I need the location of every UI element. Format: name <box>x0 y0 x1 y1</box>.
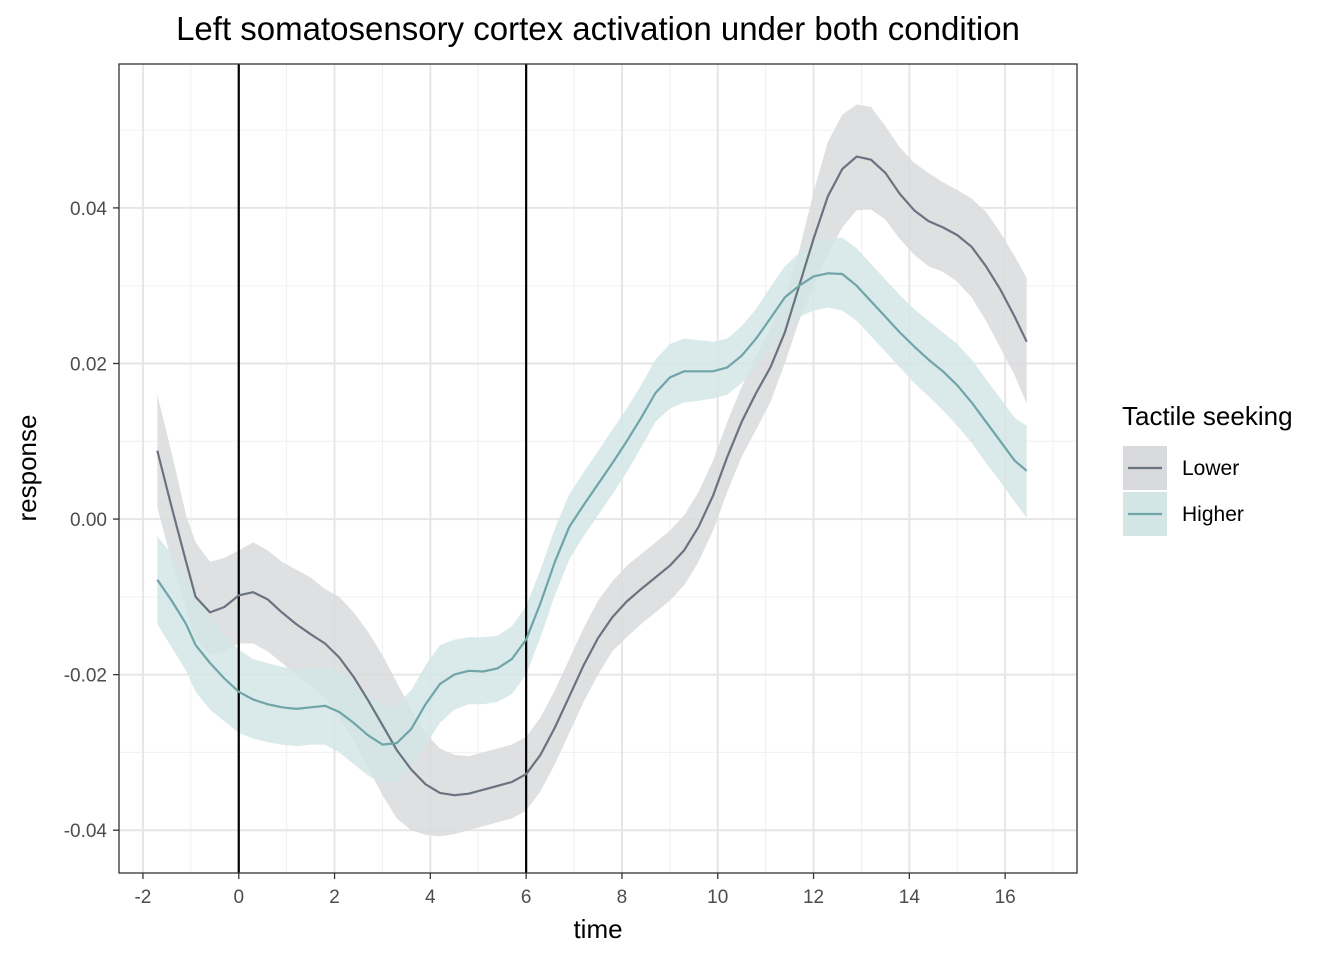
chart-title: Left somatosensory cortex activation und… <box>176 10 1020 47</box>
y-tick-label: 0.04 <box>70 199 107 220</box>
y-tick-label: -0.02 <box>64 666 107 687</box>
y-tick-label: 0.02 <box>70 354 107 375</box>
series-line-higher <box>156 272 1028 746</box>
x-tick-label: 12 <box>803 887 824 908</box>
x-tick-label: 4 <box>425 887 436 908</box>
event-markers <box>237 64 528 873</box>
x-tick-label: 14 <box>899 887 921 908</box>
x-tick-label: 0 <box>233 887 244 908</box>
x-tick-label: 6 <box>521 887 532 908</box>
confidence-band-higher <box>157 237 1027 784</box>
x-axis-title: time <box>573 914 622 944</box>
x-axis-ticks: -2 0 2 4 6 8 10 12 14 16 <box>134 873 1016 908</box>
y-axis-ticks: -0.04 -0.02 0.00 0.02 0.04 <box>64 199 119 842</box>
legend-label-lower: Lower <box>1182 457 1239 480</box>
legend: Tactile seeking Lower Higher <box>1122 401 1293 536</box>
legend-items: Lower Higher <box>1123 446 1244 536</box>
legend-title: Tactile seeking <box>1122 401 1293 431</box>
y-tick-label: -0.04 <box>64 821 108 842</box>
y-tick-label: 0.00 <box>70 510 107 531</box>
x-tick-label: -2 <box>134 887 151 908</box>
x-tick-label: 2 <box>329 887 340 908</box>
legend-label-higher: Higher <box>1182 503 1244 526</box>
confidence-bands <box>157 104 1027 837</box>
y-axis-title: response <box>12 415 42 522</box>
series-lines <box>156 155 1028 797</box>
plot-border <box>118 63 1078 874</box>
x-tick-label: 10 <box>707 887 728 908</box>
series-line-lower <box>156 155 1028 797</box>
x-tick-label: 16 <box>995 887 1016 908</box>
x-tick-label: 8 <box>617 887 628 908</box>
